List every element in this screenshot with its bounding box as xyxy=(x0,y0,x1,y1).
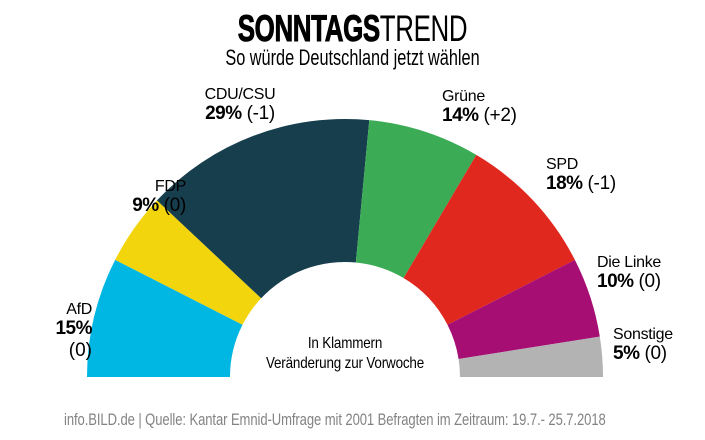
segment-sonstige xyxy=(458,336,603,377)
party-label-die-linke: Die Linke 10% (0) xyxy=(597,254,705,293)
source-line: info.BILD.de | Quelle: Kantar Emnid-Umfr… xyxy=(64,411,606,429)
party-name: CDU/CSU xyxy=(204,86,276,103)
party-label-fdp: FDP 9% (0) xyxy=(84,178,186,217)
party-label-gruene: Grüne 14% (+2) xyxy=(442,88,562,127)
party-value: 9% (0) xyxy=(132,195,186,216)
segment-afd xyxy=(87,259,243,377)
center-note-line1: In Klammern xyxy=(307,335,383,352)
party-label-afd: AfD 15% (0) xyxy=(26,301,92,361)
center-note-line2: Veränderung zur Vorwoche xyxy=(265,355,425,372)
title-light-part: TREND xyxy=(379,8,468,49)
party-value: 10% (0) xyxy=(597,271,661,292)
center-note: In Klammern Veränderung zur Vorwoche xyxy=(219,334,471,374)
party-value: 14% (+2) xyxy=(442,105,517,126)
party-change: (0) xyxy=(68,340,92,361)
party-label-cdu-csu: CDU/CSU 29% (-1) xyxy=(178,86,302,125)
party-value: 5% (0) xyxy=(613,343,667,364)
segment-cdu-csu xyxy=(156,119,370,299)
party-value: 18% (-1) xyxy=(546,173,616,194)
segment-spd xyxy=(403,154,575,325)
subtitle: So würde Deutschland jetzt wählen xyxy=(225,45,480,70)
party-name: Die Linke xyxy=(597,254,662,271)
segment-gruene xyxy=(355,120,477,279)
party-name: AfD xyxy=(66,301,92,318)
title-bold-part: SONNTAGS xyxy=(237,8,380,49)
party-name: Grüne xyxy=(442,88,485,105)
party-name: FDP xyxy=(154,178,186,195)
segment-fdp xyxy=(115,200,262,325)
party-value: 15% xyxy=(55,318,92,339)
party-name: Sonstige xyxy=(613,326,673,343)
party-value: 29% (-1) xyxy=(205,103,275,124)
party-name: SPD xyxy=(546,156,578,173)
page-title: SONNTAGSTREND xyxy=(106,8,600,49)
party-label-sonstige: Sonstige 5% (0) xyxy=(613,326,705,365)
segment-die-linke xyxy=(447,259,600,360)
party-label-spd: SPD 18% (-1) xyxy=(546,156,666,195)
